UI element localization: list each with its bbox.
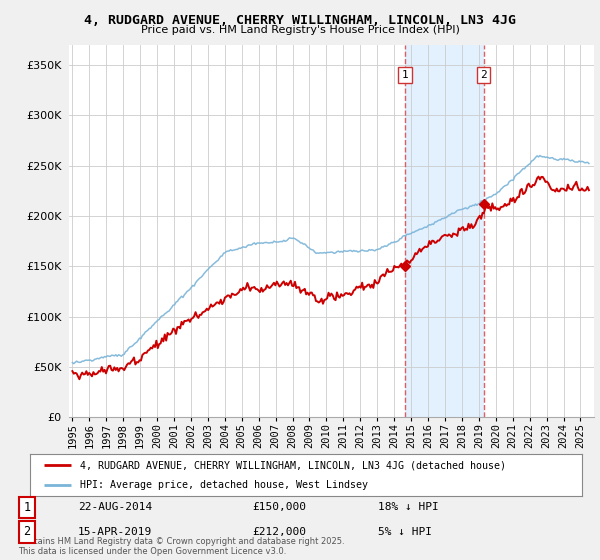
Text: 2: 2: [481, 70, 487, 80]
Text: 4, RUDGARD AVENUE, CHERRY WILLINGHAM, LINCOLN, LN3 4JG (detached house): 4, RUDGARD AVENUE, CHERRY WILLINGHAM, LI…: [80, 460, 506, 470]
Text: 22-AUG-2014: 22-AUG-2014: [78, 502, 152, 512]
Text: 1: 1: [401, 70, 409, 80]
Text: 5% ↓ HPI: 5% ↓ HPI: [378, 527, 432, 537]
Text: 15-APR-2019: 15-APR-2019: [78, 527, 152, 537]
Bar: [405, 45, 484, 417]
Text: HPI: Average price, detached house, West Lindsey: HPI: Average price, detached house, West…: [80, 480, 368, 490]
Text: 18% ↓ HPI: 18% ↓ HPI: [378, 502, 439, 512]
Text: 1: 1: [23, 501, 31, 514]
Text: £212,000: £212,000: [252, 527, 306, 537]
Text: 4, RUDGARD AVENUE, CHERRY WILLINGHAM, LINCOLN, LN3 4JG: 4, RUDGARD AVENUE, CHERRY WILLINGHAM, LI…: [84, 14, 516, 27]
Text: 2: 2: [23, 525, 31, 538]
Text: Price paid vs. HM Land Registry's House Price Index (HPI): Price paid vs. HM Land Registry's House …: [140, 25, 460, 35]
Text: Contains HM Land Registry data © Crown copyright and database right 2025.
This d: Contains HM Land Registry data © Crown c…: [18, 536, 344, 556]
Text: £150,000: £150,000: [252, 502, 306, 512]
